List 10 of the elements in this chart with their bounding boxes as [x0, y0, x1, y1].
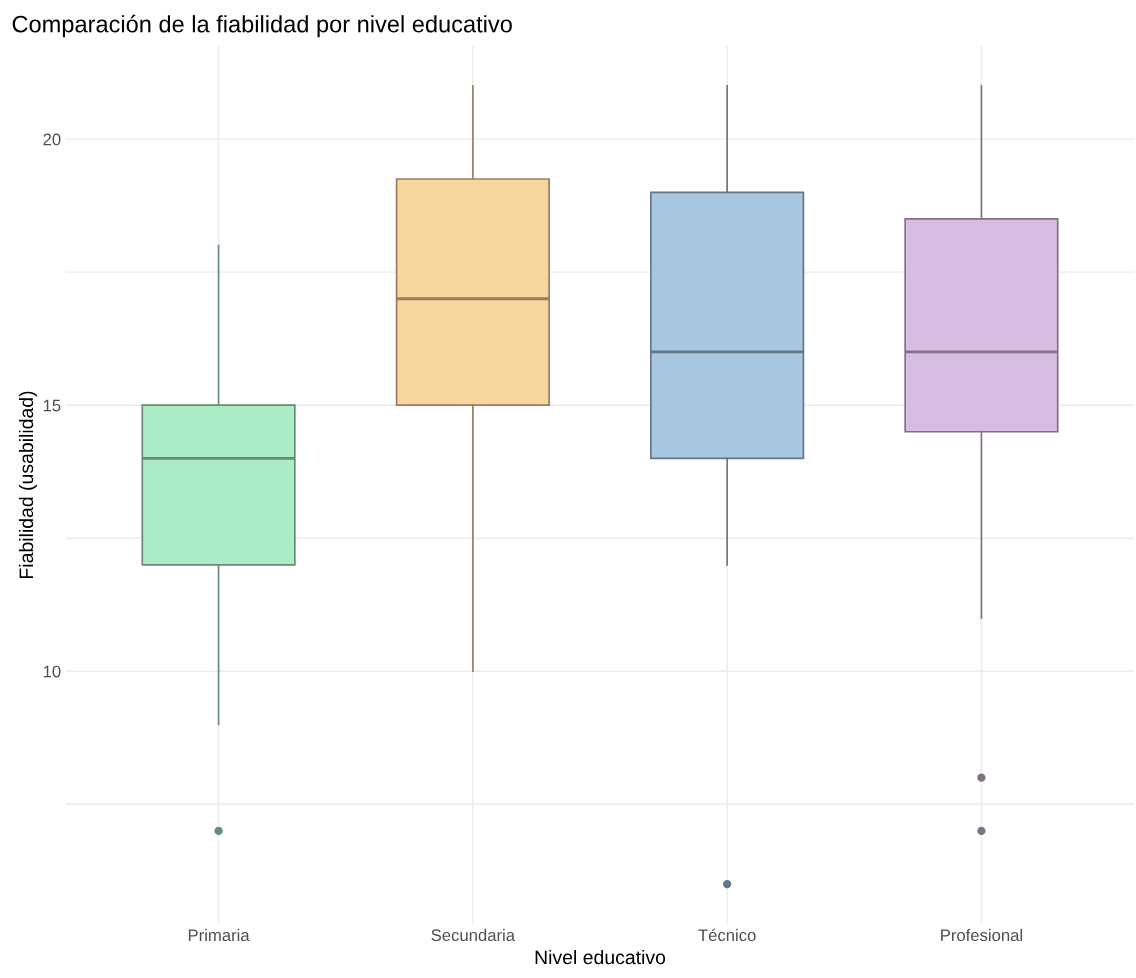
x-tick-label: Técnico [698, 928, 756, 942]
y-axis-title: Fiabilidad (usabilidad) [18, 391, 38, 578]
chart-title: Comparación de la fiabilidad por nivel educativo [12, 14, 512, 38]
x-tick-label: Primaria [188, 928, 250, 942]
x-axis-title: Nivel educativo [535, 949, 666, 965]
y-tick-label: 20 [43, 133, 61, 146]
y-tick-label: 15 [43, 399, 61, 412]
x-tick-label: Secundaria [431, 928, 516, 942]
y-tick-label: 10 [43, 665, 61, 678]
x-tick-label: Profesional [941, 928, 1023, 942]
